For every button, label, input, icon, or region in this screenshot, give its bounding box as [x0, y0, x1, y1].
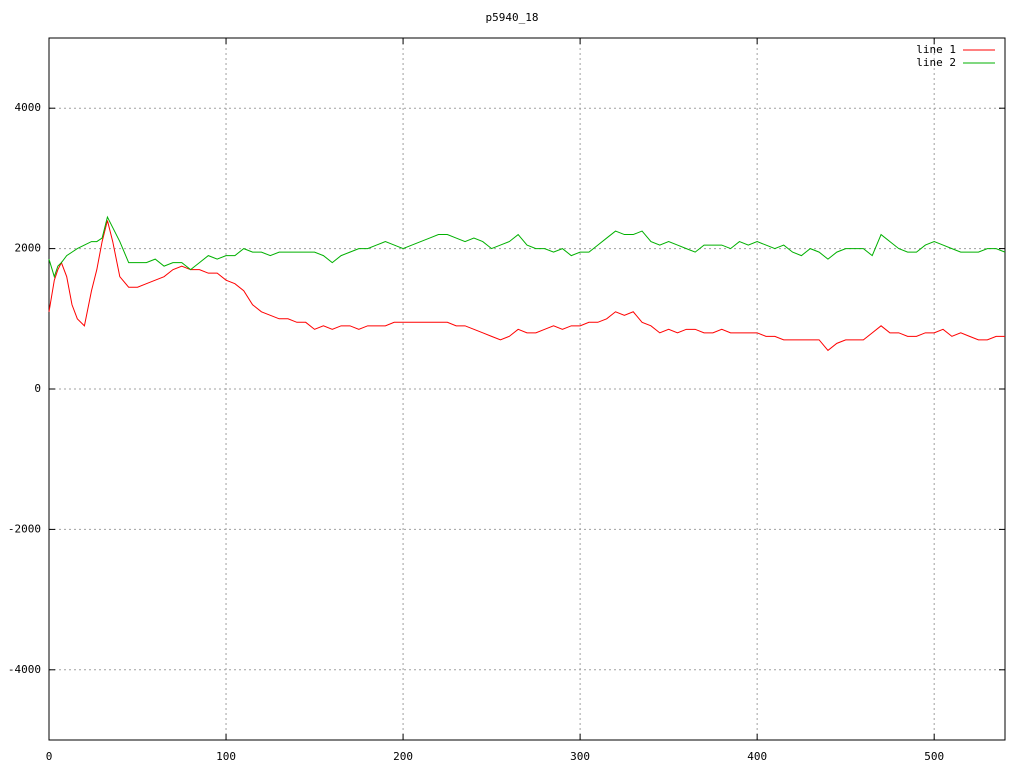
- legend-label: line 1: [916, 43, 956, 56]
- x-tick-label: 300: [570, 750, 590, 763]
- data-line: [48, 220, 1005, 352]
- x-tick-label: 100: [216, 750, 236, 763]
- y-tick-label: 2000: [15, 242, 42, 255]
- legend-label: line 2: [916, 56, 956, 69]
- x-tick-label: 0: [46, 750, 53, 763]
- x-tick-label: 400: [747, 750, 767, 763]
- y-tick-label: 4000: [15, 101, 42, 114]
- y-tick-label: -2000: [8, 522, 41, 535]
- plot-border: [48, 37, 1006, 741]
- x-tick-label: 200: [393, 750, 413, 763]
- x-tick-label: 500: [924, 750, 944, 763]
- chart-title: p5940_18: [486, 11, 539, 24]
- data-line: [48, 215, 1006, 279]
- y-tick-label: -4000: [8, 663, 41, 676]
- y-tick-label: 0: [34, 382, 41, 395]
